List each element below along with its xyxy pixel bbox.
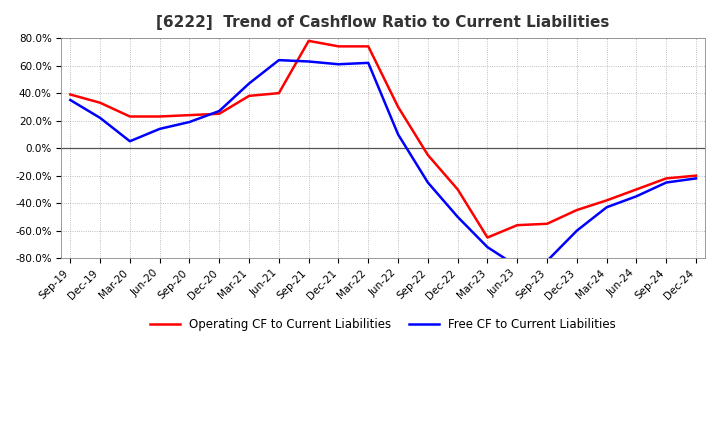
Operating CF to Current Liabilities xyxy=(156,114,164,119)
Operating CF to Current Liabilities xyxy=(96,100,104,106)
Free CF to Current Liabilities xyxy=(66,97,75,103)
Operating CF to Current Liabilities xyxy=(572,207,581,213)
Free CF to Current Liabilities xyxy=(572,228,581,233)
Free CF to Current Liabilities xyxy=(125,139,134,144)
Free CF to Current Liabilities xyxy=(662,180,670,185)
Free CF to Current Liabilities xyxy=(513,264,521,269)
Operating CF to Current Liabilities xyxy=(454,187,462,192)
Free CF to Current Liabilities xyxy=(454,214,462,220)
Free CF to Current Liabilities xyxy=(245,81,253,86)
Free CF to Current Liabilities xyxy=(632,194,641,199)
Title: [6222]  Trend of Cashflow Ratio to Current Liabilities: [6222] Trend of Cashflow Ratio to Curren… xyxy=(156,15,610,30)
Operating CF to Current Liabilities xyxy=(603,198,611,203)
Operating CF to Current Liabilities xyxy=(215,111,224,117)
Operating CF to Current Liabilities xyxy=(543,221,552,227)
Free CF to Current Liabilities xyxy=(215,108,224,114)
Free CF to Current Liabilities xyxy=(96,115,104,121)
Operating CF to Current Liabilities xyxy=(125,114,134,119)
Free CF to Current Liabilities xyxy=(692,176,701,181)
Operating CF to Current Liabilities xyxy=(632,187,641,192)
Free CF to Current Liabilities xyxy=(423,180,432,185)
Operating CF to Current Liabilities xyxy=(305,38,313,44)
Legend: Operating CF to Current Liabilities, Free CF to Current Liabilities: Operating CF to Current Liabilities, Fre… xyxy=(145,313,621,336)
Operating CF to Current Liabilities xyxy=(334,44,343,49)
Operating CF to Current Liabilities xyxy=(662,176,670,181)
Operating CF to Current Liabilities xyxy=(364,44,372,49)
Operating CF to Current Liabilities xyxy=(245,93,253,99)
Free CF to Current Liabilities xyxy=(543,258,552,264)
Operating CF to Current Liabilities xyxy=(274,91,283,96)
Operating CF to Current Liabilities xyxy=(394,104,402,110)
Operating CF to Current Liabilities xyxy=(423,152,432,158)
Free CF to Current Liabilities xyxy=(305,59,313,64)
Free CF to Current Liabilities xyxy=(185,119,194,125)
Free CF to Current Liabilities xyxy=(274,58,283,63)
Operating CF to Current Liabilities xyxy=(513,223,521,228)
Operating CF to Current Liabilities xyxy=(692,173,701,178)
Operating CF to Current Liabilities xyxy=(483,235,492,240)
Operating CF to Current Liabilities xyxy=(185,113,194,118)
Free CF to Current Liabilities xyxy=(334,62,343,67)
Free CF to Current Liabilities xyxy=(156,126,164,132)
Line: Free CF to Current Liabilities: Free CF to Current Liabilities xyxy=(71,60,696,266)
Line: Operating CF to Current Liabilities: Operating CF to Current Liabilities xyxy=(71,41,696,238)
Operating CF to Current Liabilities xyxy=(66,92,75,97)
Free CF to Current Liabilities xyxy=(394,132,402,137)
Free CF to Current Liabilities xyxy=(364,60,372,66)
Free CF to Current Liabilities xyxy=(483,245,492,250)
Free CF to Current Liabilities xyxy=(603,205,611,210)
